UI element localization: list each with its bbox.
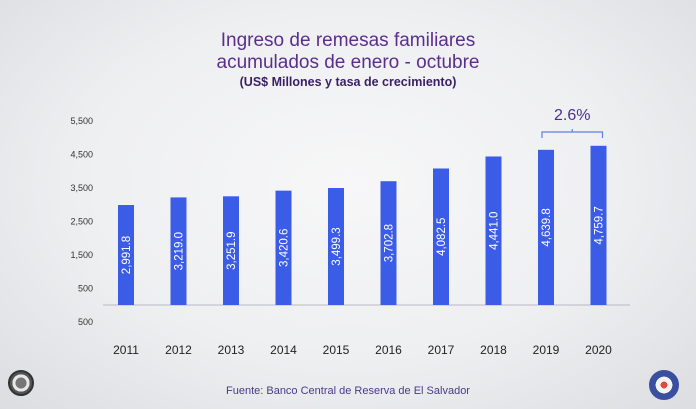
x-tick-label: 2019	[533, 343, 560, 357]
bar	[170, 197, 187, 305]
x-tick-label: 2012	[165, 343, 192, 357]
source-note: Fuente: Banco Central de Reserva de El S…	[226, 385, 470, 397]
bank-seal-logo	[8, 370, 34, 396]
bar	[380, 181, 397, 305]
coat-of-arms-logo	[649, 370, 679, 400]
bar	[538, 149, 554, 305]
y-tick-label: 2,500	[70, 217, 93, 227]
x-tick-label: 2015	[323, 343, 350, 357]
bar	[223, 196, 239, 305]
bar-value-label: 4,759.7	[594, 206, 606, 244]
bar-value-label: 3,499.3	[331, 227, 343, 265]
bar-value-label: 2,991.8	[121, 236, 133, 274]
y-tick-label: 3,500	[70, 183, 93, 193]
x-tick-label: 2016	[375, 343, 402, 357]
x-tick-label: 2020	[585, 343, 612, 357]
x-tick-label: 2018	[480, 343, 507, 357]
bar-value-label: 4,082.5	[436, 218, 448, 256]
bar-value-label: 3,219.0	[174, 232, 186, 270]
chart-title-line1: Ingreso de remesas familiares	[220, 30, 476, 51]
bar	[485, 156, 502, 305]
bar	[275, 190, 292, 305]
x-tick-label: 2013	[218, 343, 245, 357]
x-tick-label: 2011	[113, 343, 139, 357]
bar-value-label: 3,420.6	[279, 229, 291, 267]
y-tick-label: 5,500	[70, 116, 93, 126]
growth-annotation-label: 2.6%	[554, 107, 590, 124]
bar	[328, 188, 344, 305]
x-tick-label: 2017	[428, 343, 455, 357]
bar	[118, 205, 134, 305]
y-tick-label: 1,500	[70, 250, 93, 260]
x-tick-label: 2014	[270, 343, 297, 357]
bar-value-label: 3,702.8	[384, 224, 396, 262]
bar-value-label: 3,251.9	[226, 231, 238, 269]
bar	[590, 145, 607, 305]
growth-bracket	[541, 129, 604, 138]
bar	[433, 168, 449, 305]
bar-value-label: 4,441.0	[489, 212, 501, 250]
chart-title-line2: acumulados de enero - octubre	[216, 52, 480, 73]
chart-subtitle: (US$ Millones y tasa de crecimiento)	[239, 75, 457, 89]
y-tick-label: 4,500	[70, 150, 93, 160]
bar-value-label: 4,639.8	[541, 208, 553, 246]
y-tick-label: 500	[78, 284, 93, 294]
y-tick-label: 500	[78, 317, 93, 327]
